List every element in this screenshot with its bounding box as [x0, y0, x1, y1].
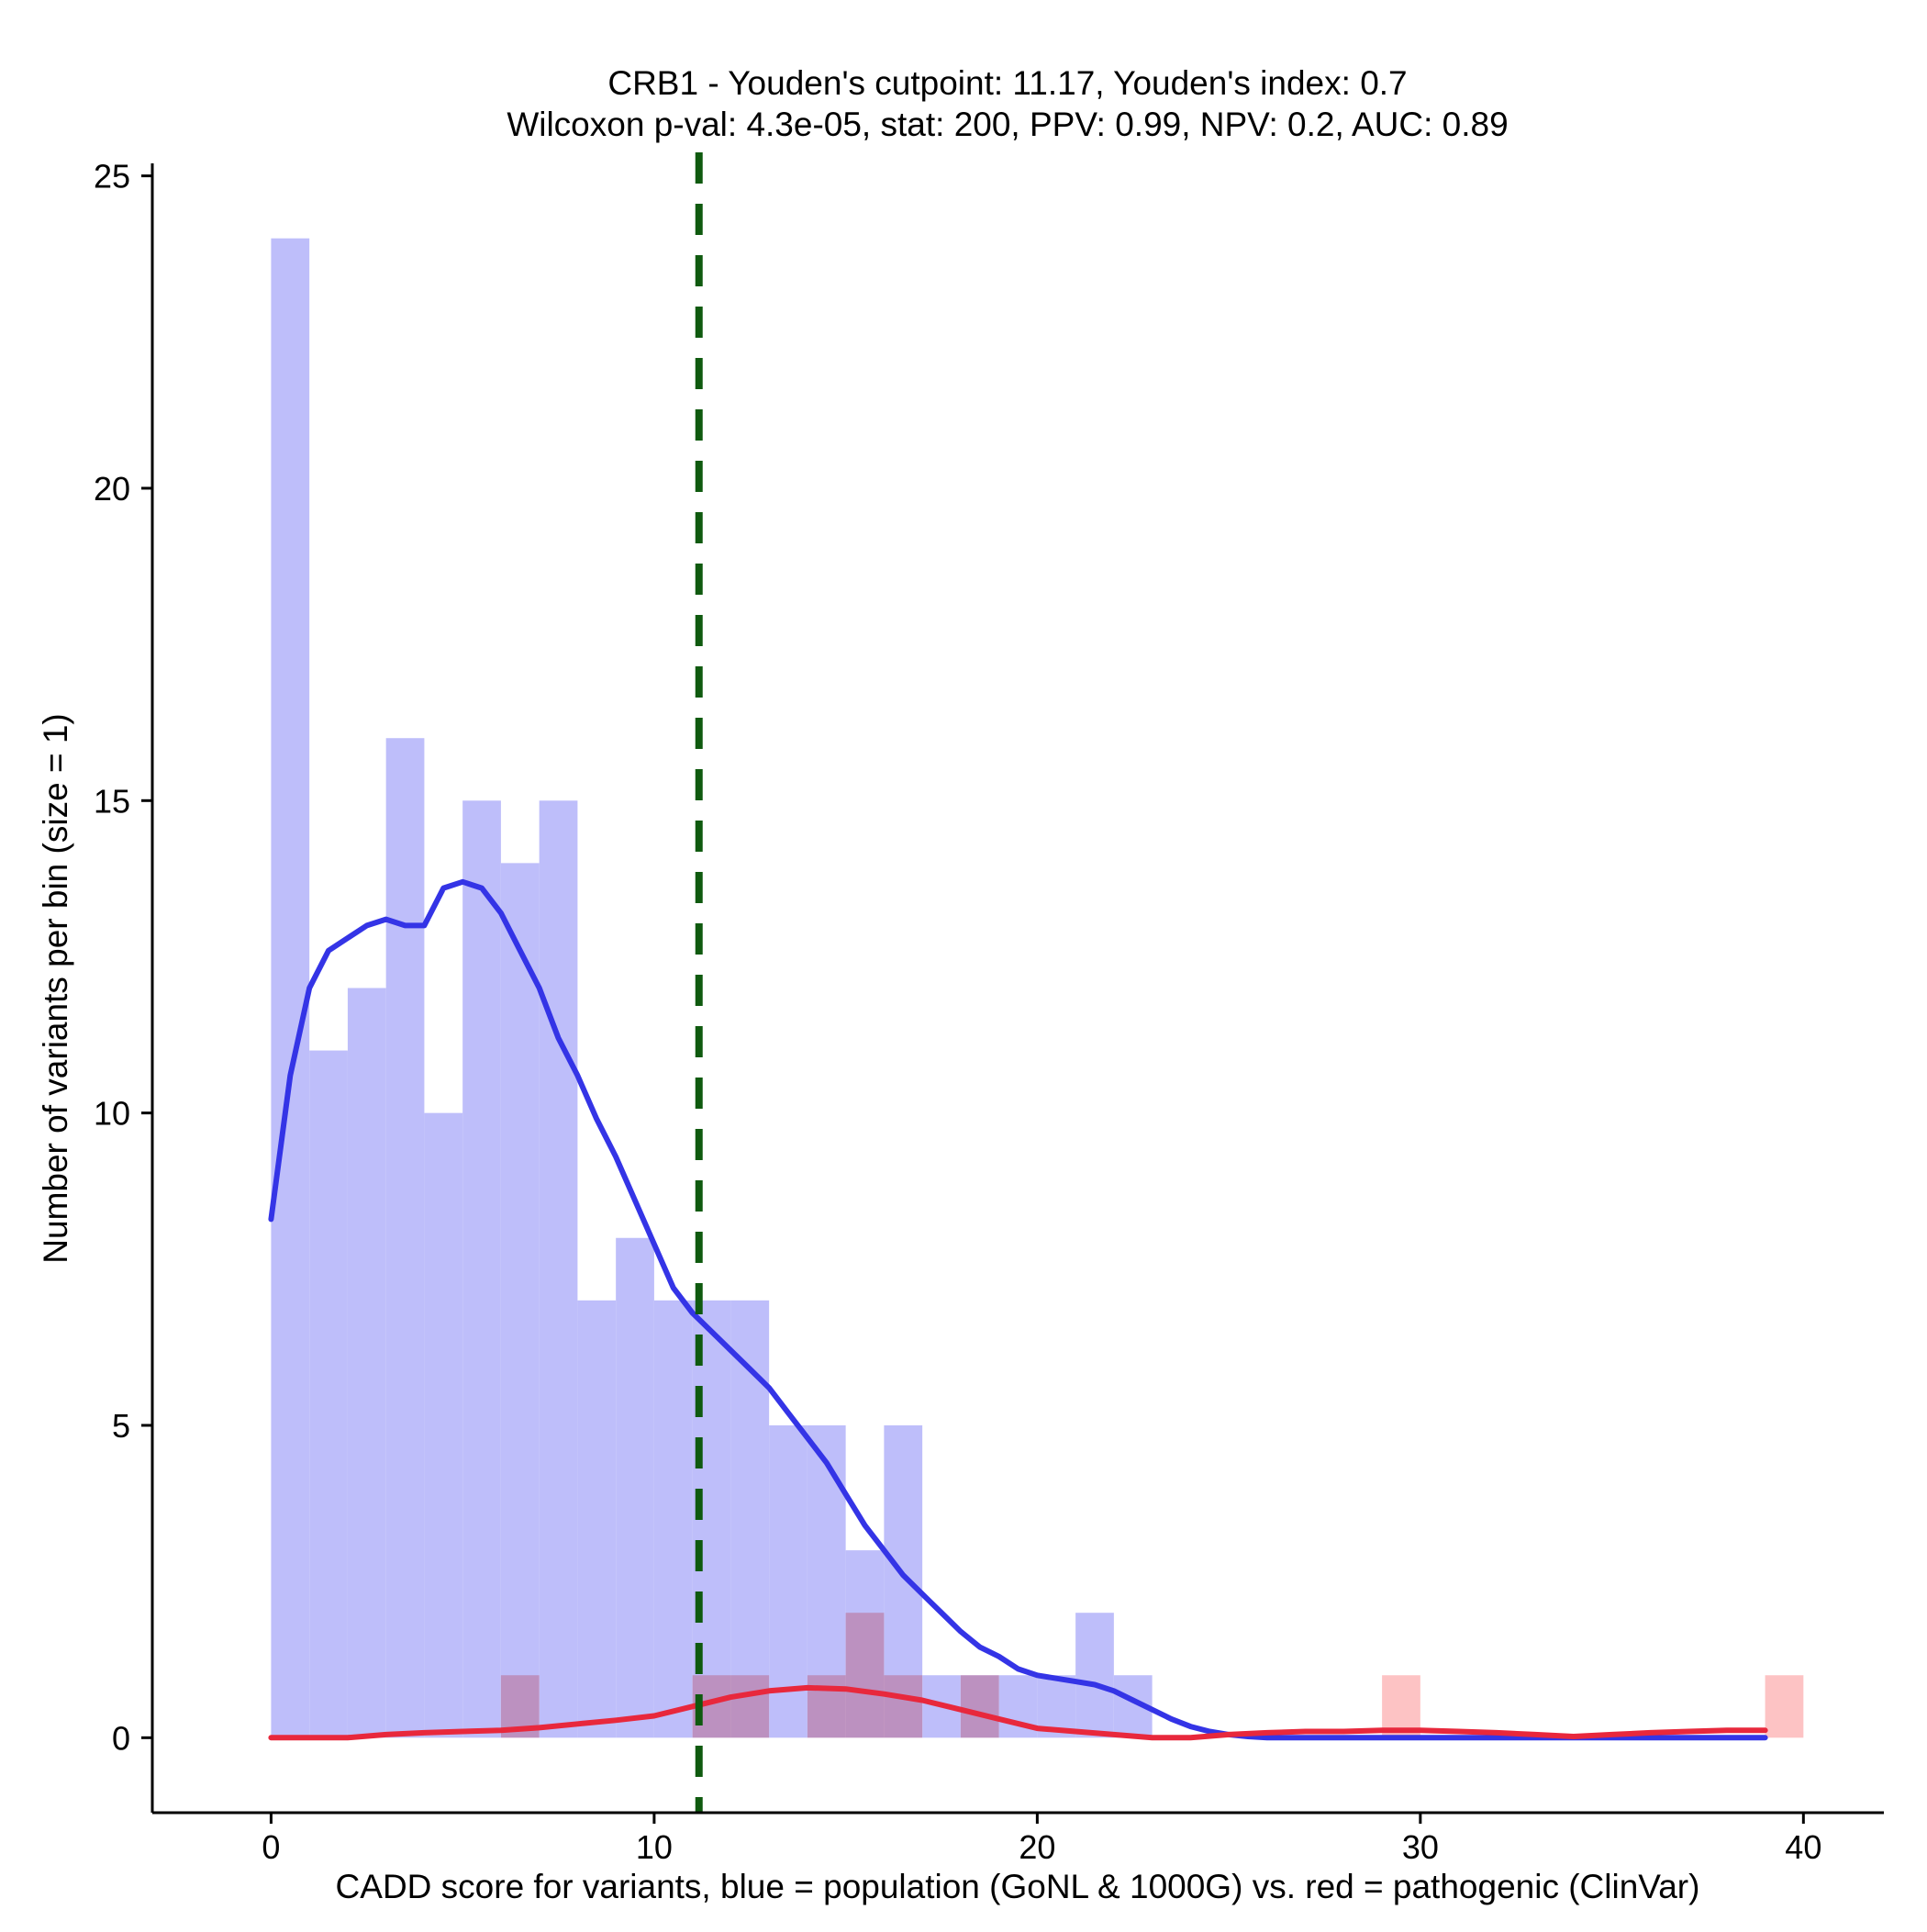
x-tick-label-40: 40	[1785, 1828, 1821, 1866]
histogram-bar-pathogenic-16	[884, 1675, 923, 1738]
histogram-bar-population-2	[347, 988, 386, 1738]
x-tick-label-30: 30	[1402, 1828, 1439, 1866]
histogram-bar-population-10	[653, 1300, 693, 1738]
histogram-bar-pathogenic-29	[1382, 1675, 1420, 1738]
y-axis-label: Number of variants per bin (size = 1)	[37, 713, 74, 1263]
histogram-bar-population-0	[271, 238, 310, 1738]
histogram-bar-pathogenic-18	[960, 1675, 999, 1738]
histogram-bar-population-3	[385, 738, 425, 1738]
histogram-bar-population-6	[500, 863, 540, 1738]
y-tick-label-5: 5	[112, 1407, 130, 1445]
histogram-bar-population-5	[462, 800, 501, 1738]
x-tick-label-10: 10	[636, 1828, 673, 1866]
y-ticks-layer: 0 5 10 15 20 25	[94, 158, 152, 1757]
histogram-bar-population-9	[616, 1237, 654, 1738]
chart-title-line-1: CRB1 - Youden's cutpoint: 11.17, Youden'…	[607, 64, 1407, 102]
chart-title-line-2: Wilcoxon p-val: 4.3e-05, stat: 200, PPV:…	[507, 106, 1508, 143]
histogram-bar-pathogenic-14	[807, 1675, 846, 1738]
histogram-bar-population-21	[1075, 1613, 1114, 1738]
histogram-bar-population-1	[309, 1050, 348, 1738]
x-tick-label-20: 20	[1019, 1828, 1055, 1866]
axes-layer	[150, 163, 1884, 1815]
density-curve-pathogenic	[268, 1684, 1768, 1741]
density-curve-population	[268, 878, 1768, 1741]
histogram-bar-population-7	[539, 800, 578, 1738]
histogram-bar-pathogenic-39	[1765, 1675, 1804, 1738]
histogram-bar-pathogenic-12	[730, 1675, 770, 1738]
y-tick-label-0: 0	[112, 1719, 130, 1757]
histogram-bar-pathogenic-15	[845, 1613, 885, 1738]
y-tick-label-25: 25	[94, 158, 130, 195]
histogram-bar-population-8	[577, 1300, 617, 1738]
y-tick-label-10: 10	[94, 1095, 130, 1133]
histogram-bar-population-4	[424, 1112, 463, 1738]
density-curves-layer	[268, 878, 1768, 1741]
x-tick-label-0: 0	[262, 1828, 280, 1866]
bars-layer	[271, 238, 1804, 1738]
x-axis-label: CADD score for variants, blue = populati…	[336, 1868, 1700, 1905]
x-ticks-layer: 0 10 20 30 40	[262, 1813, 1821, 1866]
y-tick-label-20: 20	[94, 470, 130, 508]
y-tick-label-15: 15	[94, 782, 130, 820]
histogram-bar-population-12	[730, 1300, 770, 1738]
